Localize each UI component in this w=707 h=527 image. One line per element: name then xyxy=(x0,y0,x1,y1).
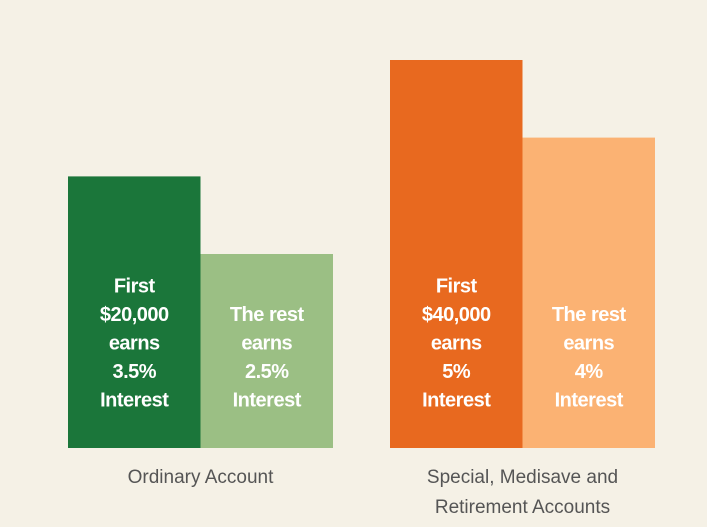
bar-label: $20,000 xyxy=(100,304,169,326)
bar-label: Interest xyxy=(233,389,302,411)
bar xyxy=(522,137,655,448)
bar-label: The rest xyxy=(552,304,627,326)
bar-label: First xyxy=(436,275,478,297)
bar-label: earns xyxy=(563,332,614,354)
bar-label: Interest xyxy=(422,389,491,411)
bar-label: 5% xyxy=(442,361,471,383)
bar-label: Interest xyxy=(100,389,169,411)
bar-label: $40,000 xyxy=(422,304,491,326)
category-label: Retirement Accounts xyxy=(435,497,610,518)
bar-label: 3.5% xyxy=(112,361,156,383)
bar-label: earns xyxy=(241,332,292,354)
bar-label: First xyxy=(114,275,156,297)
bar-label: The rest xyxy=(230,304,305,326)
bar-label: earns xyxy=(109,332,160,354)
bar xyxy=(200,254,333,448)
bar xyxy=(390,60,523,448)
category-label: Ordinary Account xyxy=(128,467,274,488)
bar-label: earns xyxy=(431,332,482,354)
bar xyxy=(68,176,201,448)
category-label: Special, Medisave and xyxy=(427,467,618,488)
bar-label: Interest xyxy=(555,389,624,411)
bar-label: 4% xyxy=(575,361,604,383)
bar-label: 2.5% xyxy=(245,361,289,383)
